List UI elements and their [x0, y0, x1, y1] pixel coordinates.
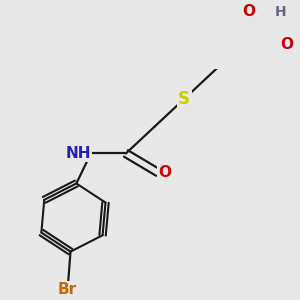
- Text: O: O: [242, 4, 256, 19]
- Text: NH: NH: [65, 146, 91, 161]
- Text: H: H: [274, 4, 286, 19]
- Text: O: O: [158, 165, 171, 180]
- Text: S: S: [178, 90, 190, 108]
- Text: O: O: [280, 37, 293, 52]
- Text: Br: Br: [58, 282, 77, 297]
